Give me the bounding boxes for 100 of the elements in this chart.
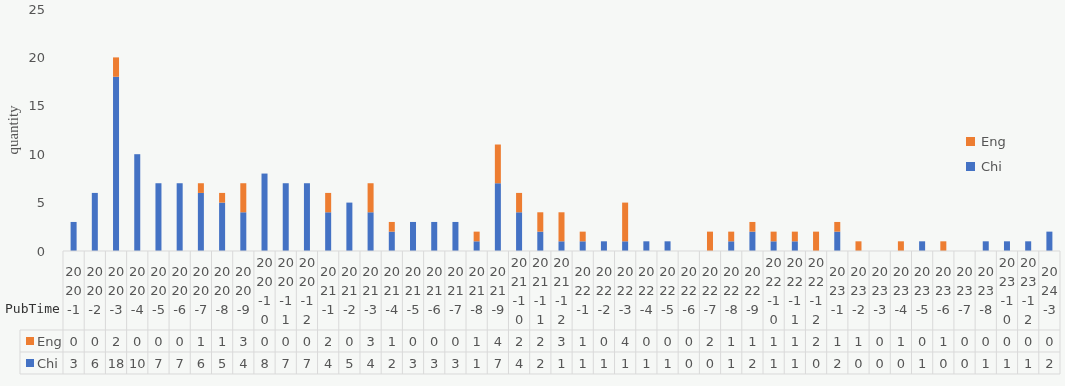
y-axis-title: quantity [5,104,21,155]
x-tick-label: 2020-5 [150,264,167,318]
data-label: 2 [748,355,757,371]
bar [664,241,671,251]
data-label: 0 [875,333,884,349]
data-label: 1 [472,333,481,349]
bar [473,241,480,251]
data-label: 0 [260,333,269,349]
data-label: 2 [811,333,821,349]
bar [219,202,226,251]
bar [388,231,395,251]
bar [134,154,141,251]
bar [197,183,204,193]
data-label: 1 [642,355,651,371]
data-label: 0 [1045,333,1054,349]
bar [940,241,947,251]
bar [388,221,395,232]
data-label: 0 [69,333,78,349]
x-tick-label: 2020-8 [213,264,231,318]
data-label: 3 [451,355,460,371]
data-label: 6 [196,355,206,371]
data-label: 6 [90,355,99,371]
data-label: 1 [790,355,799,371]
bar [1046,231,1053,251]
bar [303,183,310,251]
x-tick-label: 2020-12 [298,254,316,327]
x-tick-label: 2021-12 [553,254,570,327]
x-tick-label: 2021-6 [425,264,443,318]
bar [240,183,247,213]
bar [897,241,904,251]
bar [791,241,798,251]
x-tick-label: 2023-4 [892,264,910,318]
x-tick-label: 2020-1 [65,264,82,318]
y-tick-label: 20 [28,49,45,65]
data-label: 1 [727,355,736,371]
data-label: 1 [1024,355,1033,371]
data-label: 0 [939,355,948,371]
bar [431,221,438,251]
x-tick-label: 2021-7 [447,264,464,318]
text: Eng [37,333,62,349]
data-label: 1 [896,333,906,349]
bar [622,202,629,242]
data-label: 2 [1045,355,1054,371]
bar [452,221,459,251]
data-label: 3 [557,333,566,349]
y-tick-label: 25 [28,1,45,17]
x-tick-label: 2023-1 [828,264,846,318]
data-label: 2 [514,333,524,349]
data-label: 0 [684,355,693,371]
data-label: 1 [833,333,842,349]
data-label: 1 [748,333,757,349]
data-label: 2 [324,333,333,349]
data-label: 1 [472,355,481,371]
bar [91,192,98,251]
data-label: 4 [493,333,502,349]
x-tick-label: 2022-6 [680,264,698,318]
bar [325,192,332,213]
x-tick-label: 2020-9 [235,264,252,318]
x-tick-label: 2022-11 [786,254,804,327]
data-label: 0 [133,333,142,349]
bar [516,192,523,213]
bar [579,231,586,242]
bar [197,192,204,251]
y-tick-label: 10 [28,146,45,162]
bar [749,231,756,251]
x-tick-label: 2023-12 [1019,254,1037,327]
bar [1003,241,1010,251]
data-label: 0 [345,333,354,349]
legend-label: Eng [981,133,1006,149]
bar [834,231,841,251]
data-label: 1 [917,355,927,371]
data-label: 2 [387,355,396,371]
x-tick-label: 2023-6 [935,264,952,318]
x-tick-label: 2022-2 [595,264,613,318]
x-tick-label: 2023-7 [956,264,973,318]
bar [113,57,120,77]
bar [728,231,735,242]
data-label: 1 [939,333,948,349]
data-label: 1 [196,333,206,349]
data-label: 7 [302,355,312,371]
data-label: 2 [705,333,715,349]
data-label: 0 [175,333,184,349]
bar [367,183,374,213]
data-label: 3 [408,355,418,371]
x-tick-label: 2022-10 [765,254,782,327]
x-tick-label: 2022-3 [616,264,634,318]
data-label: 0 [451,333,460,349]
data-label: 7 [281,355,290,371]
data-label: 0 [154,333,163,349]
x-tick-label: 2021-11 [532,254,549,327]
x-tick-label: 2023-5 [913,264,931,318]
bar [558,241,565,251]
x-tick-label: 2024-3 [1041,264,1058,318]
data-label: 1 [217,333,227,349]
data-label: 1 [578,333,587,349]
data-label: 0 [684,333,693,349]
data-label: 7 [154,355,163,371]
data-label: 3 [366,333,375,349]
bar [579,241,586,251]
data-label: 1 [557,355,566,371]
